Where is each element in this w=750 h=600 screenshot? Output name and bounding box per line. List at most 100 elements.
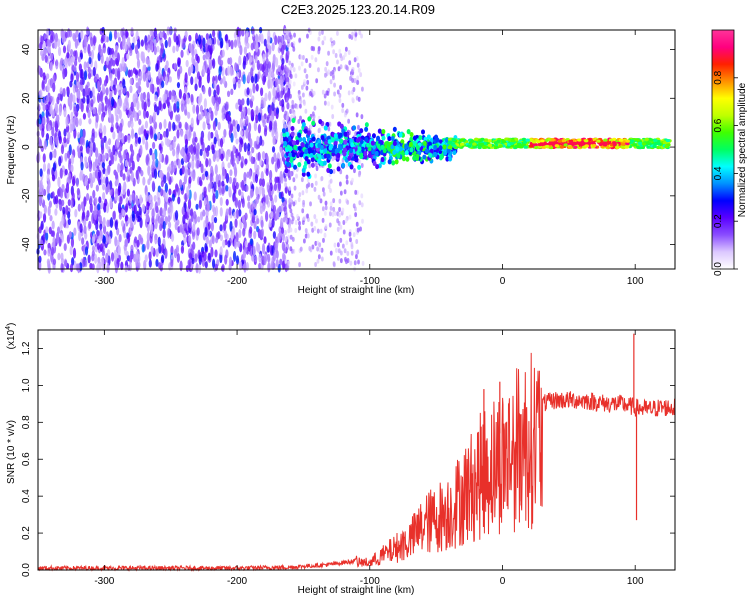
spectrogram-cell	[349, 147, 354, 154]
spectrogram-cell	[316, 228, 320, 234]
spectrogram-cell	[380, 144, 385, 150]
spectrogram-cell	[46, 95, 50, 104]
spectrogram-cell	[360, 114, 364, 120]
spectrogram-cell	[301, 208, 305, 214]
spectrogram-cell	[194, 83, 198, 92]
spectrogram-cell	[122, 173, 126, 181]
spectrogram-cell	[244, 240, 248, 248]
spectrogram-cell	[93, 209, 97, 221]
spectrogram-cell	[323, 148, 328, 154]
spectrogram-cell	[185, 59, 189, 68]
spectrogram-cell	[516, 142, 522, 146]
spectrogram-cell	[164, 182, 168, 193]
spectrogram-cell	[317, 49, 321, 55]
spectrogram-cell	[214, 249, 218, 258]
spectrogram-cell	[336, 30, 339, 36]
spectrogram-cell	[79, 223, 83, 234]
spectrogram-cell	[272, 87, 277, 98]
spectrogram-cell	[109, 31, 113, 42]
spectrogram-cell	[211, 214, 215, 224]
spectrogram-cell	[360, 33, 363, 39]
spectrogram-cell	[117, 132, 121, 141]
spectrogram-cell	[359, 128, 364, 134]
spectrogram-cell	[170, 259, 174, 268]
spectrogram-cell	[321, 187, 325, 193]
spectrogram-cell	[102, 176, 106, 184]
spectrogram-cell	[90, 36, 94, 47]
spectrogram-cell	[38, 255, 42, 263]
spectrogram-cell	[347, 155, 352, 161]
spectrogram-cell	[82, 128, 86, 139]
spectrogram-cell	[381, 135, 386, 141]
spectrogram-cell	[305, 73, 309, 79]
spectrogram-cell	[167, 196, 172, 204]
spectrogram-cell	[166, 26, 170, 36]
spectrogram-cell	[94, 169, 99, 179]
spectrogram-cell	[78, 118, 82, 127]
spectrogram-cell	[207, 229, 211, 237]
spectrogram-cell	[332, 168, 336, 174]
spectrogram-cell	[232, 194, 237, 202]
spectrogram-cell	[157, 236, 161, 247]
spectrogram-cell	[345, 240, 349, 246]
spectrogram-cell	[260, 219, 264, 229]
spectrogram-cell	[76, 145, 80, 153]
spectrogram-cell	[336, 242, 340, 248]
spectrogram-cell	[332, 262, 336, 268]
spectrogram-cell	[360, 193, 364, 199]
spectrogram-cell	[415, 145, 420, 151]
spectrogram-cell	[244, 158, 248, 165]
spectrogram-cell	[238, 229, 242, 239]
spectrogram-cell	[190, 76, 194, 86]
spectrogram-cell	[91, 128, 95, 137]
spectrogram-cell	[138, 118, 142, 126]
spectrogram-cell	[181, 41, 186, 49]
spectrogram-cell	[87, 254, 91, 264]
spectrogram-cell	[125, 31, 129, 38]
spectrogram-cell	[219, 197, 223, 207]
spectrogram-cell	[38, 139, 43, 149]
spectrogram-cell	[339, 138, 344, 144]
spectrogram-cell	[118, 182, 122, 193]
spectrogram-cell	[568, 145, 573, 149]
spectrogram-cell	[444, 137, 449, 143]
spectrogram-cell	[254, 255, 258, 263]
spectrogram-cell	[239, 260, 243, 271]
spectrogram-cell	[134, 236, 138, 244]
spectrogram-cell	[262, 53, 266, 63]
spectrogram-cell	[219, 138, 224, 148]
spectrogram-cell	[135, 198, 139, 206]
spectrogram-cell	[214, 129, 219, 138]
spectrogram-cell	[289, 93, 292, 99]
spectrogram-cell	[286, 102, 290, 110]
spectrogram-cell	[40, 220, 44, 231]
spectrogram-y-axis-label: Frequency (Hz)	[6, 116, 17, 185]
spectrogram-cell	[158, 244, 162, 254]
spectrogram-cell	[77, 56, 82, 63]
spectrogram-cell	[210, 110, 214, 121]
spectrogram-cell	[291, 104, 295, 110]
spectrogram-cell	[248, 169, 252, 180]
spectrogram-cell	[283, 248, 287, 254]
spectrogram-cell	[343, 147, 348, 153]
snr-x-tick-label: 100	[627, 576, 644, 587]
spectrogram-cell	[199, 148, 203, 157]
spectrogram-cell	[219, 207, 223, 217]
spectrogram-cell	[113, 29, 118, 40]
spectrogram-cell	[220, 37, 224, 49]
spectrogram-cell	[296, 213, 299, 219]
spectrogram-cell	[392, 126, 397, 132]
spectrogram-cell	[73, 106, 77, 115]
spectrogram-cell	[246, 97, 250, 106]
snr-frame	[37, 329, 676, 571]
spectrogram-cell	[603, 138, 608, 142]
spectrogram-cell	[271, 101, 275, 112]
spectrogram-cell	[248, 122, 252, 133]
spectrogram-cell	[119, 169, 123, 178]
spectrogram-cell	[59, 200, 63, 212]
spectrogram-cell	[279, 75, 283, 86]
spectrogram-cell	[104, 152, 108, 160]
spectrogram-cell	[39, 123, 43, 131]
spectrogram-cell	[238, 55, 242, 66]
spectrogram-cell	[363, 150, 368, 156]
